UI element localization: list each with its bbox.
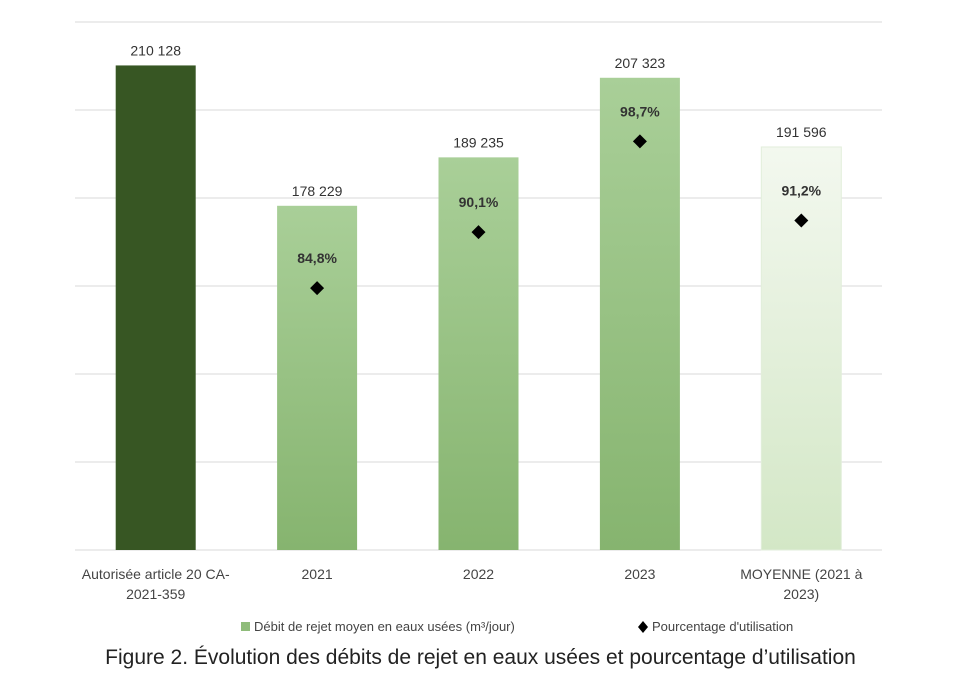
category-label: 2023	[624, 566, 655, 582]
category-label: Autorisée article 20 CA-	[82, 566, 230, 582]
bar	[599, 77, 680, 550]
bar-value-label: 178 229	[292, 183, 343, 199]
category-label: 2022	[463, 566, 494, 582]
percentage-label: 98,7%	[620, 103, 660, 119]
percentage-marker	[794, 213, 809, 228]
percentage-label: 91,2%	[781, 183, 821, 199]
bar	[438, 157, 519, 550]
category-label: 2023)	[783, 586, 819, 602]
chart: 210 128 Autorisée article 20 CA- 2021-359 1…	[75, 21, 882, 634]
bar	[115, 65, 196, 550]
legend-percentage-label: Pourcentage d'utilisation	[652, 619, 793, 634]
bar	[277, 205, 358, 550]
percentage-marker	[632, 134, 647, 149]
category-label: 2021	[302, 566, 333, 582]
figure-caption: Figure 2. Évolution des débits de rejet …	[105, 646, 856, 669]
legend-diamond-icon	[638, 621, 648, 633]
bar-value-label: 189 235	[453, 134, 504, 150]
percentage-marker	[471, 225, 486, 240]
percentage-label: 90,1%	[459, 194, 499, 210]
legend-bar-label: Débit de rejet moyen en eaux usées (m³/j…	[254, 619, 515, 634]
bar	[760, 146, 842, 551]
category-label: MOYENNE (2021 à	[740, 566, 862, 582]
percentage-marker	[310, 281, 325, 296]
bar-value-label: 207 323	[615, 55, 666, 71]
percentage-label: 84,8%	[297, 250, 337, 266]
legend-bar-swatch	[241, 622, 250, 631]
bar-value-label: 191 596	[776, 124, 827, 140]
category-label: 2021-359	[126, 586, 185, 602]
bar-value-label: 210 128	[130, 42, 181, 58]
